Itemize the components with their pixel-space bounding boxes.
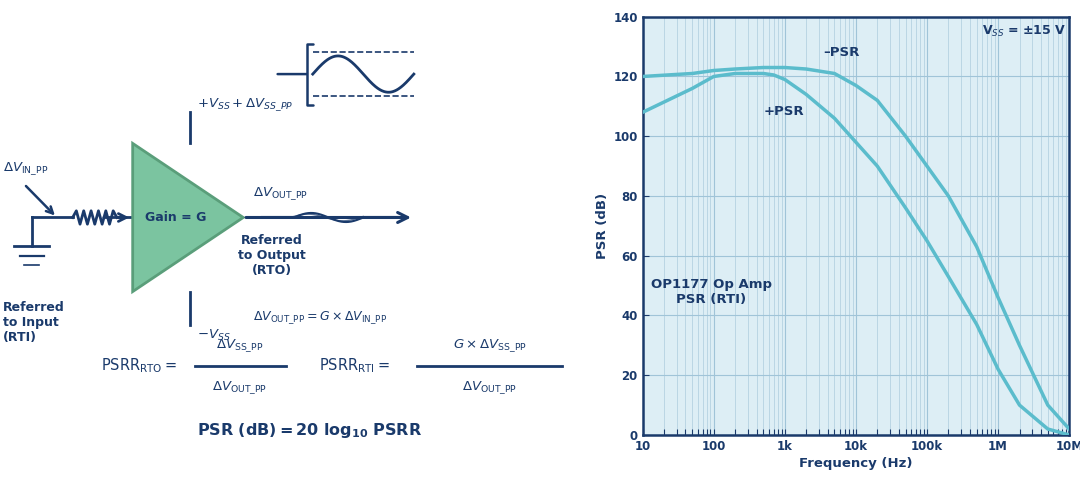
Polygon shape bbox=[133, 143, 243, 292]
Text: OP1177 Op Amp
PSR (RTI): OP1177 Op Amp PSR (RTI) bbox=[651, 278, 772, 305]
Text: V$_{SS}$ = ±15 V: V$_{SS}$ = ±15 V bbox=[982, 24, 1066, 39]
Text: $\Delta V_{\mathrm{OUT\_PP}} = G \times \Delta V_{\mathrm{IN\_PP}}$: $\Delta V_{\mathrm{OUT\_PP}} = G \times … bbox=[253, 309, 387, 326]
Text: $\Delta V_{\mathrm{SS\_PP}}$: $\Delta V_{\mathrm{SS\_PP}}$ bbox=[216, 337, 264, 354]
Text: –PSR: –PSR bbox=[823, 45, 860, 59]
Text: $\mathrm{PSRR_{RTO}}=$: $\mathrm{PSRR_{RTO}}=$ bbox=[102, 356, 177, 375]
Text: +PSR: +PSR bbox=[764, 105, 804, 119]
Text: $\Delta V_{\mathrm{OUT\_PP}}$: $\Delta V_{\mathrm{OUT\_PP}}$ bbox=[213, 379, 268, 396]
Text: $-V_{SS}$: $-V_{SS}$ bbox=[198, 328, 231, 343]
Text: $\Delta V_{\mathrm{OUT\_PP}}$: $\Delta V_{\mathrm{OUT\_PP}}$ bbox=[462, 379, 517, 396]
Text: Gain = G: Gain = G bbox=[145, 211, 206, 224]
Text: Referred
to Output
(RTO): Referred to Output (RTO) bbox=[238, 234, 306, 277]
Text: $G \times \Delta V_{\mathrm{SS\_PP}}$: $G \times \Delta V_{\mathrm{SS\_PP}}$ bbox=[453, 337, 527, 354]
Text: $\Delta V_{\mathrm{IN\_PP}}$: $\Delta V_{\mathrm{IN\_PP}}$ bbox=[3, 160, 49, 177]
Text: $\mathbf{PSR\ (dB) = 20\ log_{10}\ PSRR}$: $\mathbf{PSR\ (dB) = 20\ log_{10}\ PSRR}… bbox=[197, 421, 422, 440]
Text: $\Delta V_{\mathrm{OUT\_PP}}$: $\Delta V_{\mathrm{OUT\_PP}}$ bbox=[253, 185, 308, 202]
Text: $\mathrm{PSRR_{RTI}}=$: $\mathrm{PSRR_{RTI}}=$ bbox=[319, 356, 390, 375]
X-axis label: Frequency (Hz): Frequency (Hz) bbox=[799, 457, 913, 470]
Y-axis label: PSR (dB): PSR (dB) bbox=[596, 193, 609, 259]
Text: Referred
to Input
(RTI): Referred to Input (RTI) bbox=[3, 301, 65, 344]
Text: $+V_{SS}+\Delta V_{SS\_PP}$: $+V_{SS}+\Delta V_{SS\_PP}$ bbox=[198, 96, 294, 113]
